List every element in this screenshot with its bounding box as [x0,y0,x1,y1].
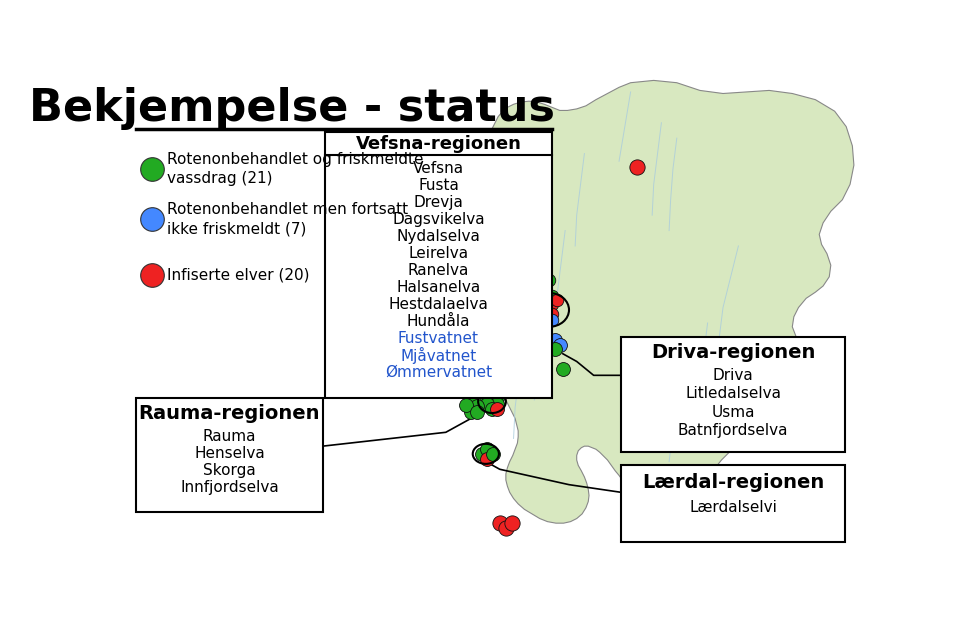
Text: Driva-regionen: Driva-regionen [651,343,815,362]
Text: Rotenonbehandlet og friskmeldte
vassdrag (21): Rotenonbehandlet og friskmeldte vassdrag… [167,152,423,186]
Text: Litledalselva: Litledalselva [685,386,781,401]
Text: Nydalselva: Nydalselva [396,229,480,244]
Text: Lærdal-regionen: Lærdal-regionen [642,473,824,492]
Text: Dagsvikelva: Dagsvikelva [393,212,485,227]
FancyBboxPatch shape [621,465,845,542]
Text: Rauma-regionen: Rauma-regionen [138,404,321,424]
Text: Drevja: Drevja [414,195,464,211]
Text: Bekjempelse - status: Bekjempelse - status [29,87,555,130]
FancyBboxPatch shape [136,398,323,512]
Text: Batnfjordselva: Batnfjordselva [678,423,788,438]
Text: Rotenonbehandlet men fortsatt
ikke friskmeldt (7): Rotenonbehandlet men fortsatt ikke frisk… [167,202,408,237]
Text: Mjåvatnet: Mjåvatnet [400,347,476,364]
Text: Infiserte elver (20): Infiserte elver (20) [167,268,309,283]
Text: Halsanelva: Halsanelva [396,280,481,295]
Polygon shape [481,80,853,523]
Text: Vefsna: Vefsna [413,161,464,177]
Text: Innfjordselva: Innfjordselva [180,480,278,495]
Text: Ranelva: Ranelva [408,263,469,278]
Text: Ømmervatnet: Ømmervatnet [385,365,492,380]
Text: Henselva: Henselva [194,447,265,461]
Text: Skorga: Skorga [204,463,255,478]
FancyBboxPatch shape [621,337,845,452]
Text: Vefsna-regionen: Vefsna-regionen [355,135,521,153]
Text: Leirelva: Leirelva [408,246,468,261]
Text: Lærdalselvi: Lærdalselvi [689,500,777,516]
Text: Driva: Driva [712,368,754,383]
FancyBboxPatch shape [324,132,552,397]
Text: Fustvatnet: Fustvatnet [398,331,479,346]
Text: Hundåla: Hundåla [407,314,470,329]
Text: Rauma: Rauma [203,429,256,445]
Text: Usma: Usma [711,404,755,420]
Text: Fusta: Fusta [418,179,459,193]
Text: Hestdalaelva: Hestdalaelva [389,297,489,312]
